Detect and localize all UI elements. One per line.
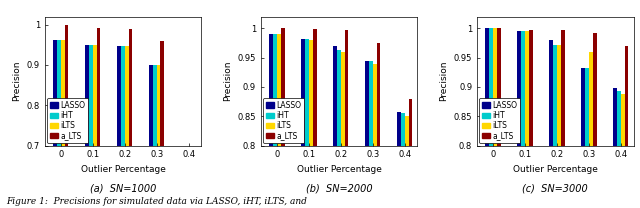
Bar (333, 46, 337, 208)
Bar (585, 68, 589, 208)
Legend: LASSO, iHT, iLTS, a_LTS: LASSO, iHT, iLTS, a_LTS (47, 98, 88, 143)
Bar (404, 116, 408, 208)
Bar (149, 65, 153, 208)
Bar (193, 156, 196, 208)
Bar (553, 45, 557, 208)
Bar (309, 40, 313, 208)
Bar (301, 39, 305, 208)
Bar (493, 28, 497, 208)
Bar (185, 189, 189, 208)
Bar (397, 112, 401, 208)
Bar (153, 65, 157, 208)
Bar (65, 25, 68, 208)
Bar (593, 33, 596, 208)
Bar (401, 113, 404, 208)
Title: (c)  SN=3000: (c) SN=3000 (522, 183, 588, 193)
Bar (85, 45, 89, 208)
Bar (157, 65, 161, 208)
Bar (269, 34, 273, 208)
Bar (57, 40, 61, 208)
Legend: LASSO, iHT, iLTS, a_LTS: LASSO, iHT, iLTS, a_LTS (479, 98, 520, 143)
Bar (340, 52, 344, 208)
Bar (549, 40, 553, 208)
Bar (581, 68, 585, 208)
X-axis label: Outlier Percentage: Outlier Percentage (297, 165, 381, 174)
Bar (281, 28, 285, 208)
Bar (277, 34, 281, 208)
Bar (344, 30, 348, 208)
Y-axis label: Precision: Precision (12, 61, 21, 101)
Bar (497, 28, 500, 208)
Bar (121, 46, 125, 208)
Bar (521, 31, 525, 208)
Bar (529, 30, 532, 208)
Bar (89, 45, 93, 208)
Text: Figure 1:  Precisions for simulated data via LASSO, iHT, iLTS, and: Figure 1: Precisions for simulated data … (6, 197, 307, 206)
Bar (369, 61, 372, 208)
Bar (613, 88, 617, 208)
Bar (372, 63, 376, 208)
Title: (b)  SN=2000: (b) SN=2000 (306, 183, 372, 193)
Bar (489, 28, 493, 208)
Bar (617, 91, 621, 208)
Title: (a)  SN=1000: (a) SN=1000 (90, 183, 156, 193)
Bar (621, 94, 625, 208)
Bar (161, 41, 164, 208)
X-axis label: Outlier Percentage: Outlier Percentage (513, 165, 598, 174)
Bar (625, 46, 628, 208)
Bar (125, 46, 129, 208)
Bar (561, 30, 564, 208)
Bar (273, 34, 277, 208)
X-axis label: Outlier Percentage: Outlier Percentage (81, 165, 166, 174)
Y-axis label: Precision: Precision (223, 61, 232, 101)
Bar (337, 50, 340, 208)
Bar (485, 28, 489, 208)
Bar (517, 31, 521, 208)
Bar (313, 29, 317, 208)
Legend: LASSO, iHT, iLTS, a_LTS: LASSO, iHT, iLTS, a_LTS (263, 98, 304, 143)
Bar (408, 99, 412, 208)
Bar (53, 40, 57, 208)
Bar (181, 187, 185, 208)
Bar (61, 40, 65, 208)
Bar (93, 45, 97, 208)
Y-axis label: Precision: Precision (439, 61, 448, 101)
Bar (117, 46, 121, 208)
Bar (129, 29, 132, 208)
Bar (376, 43, 380, 208)
Bar (305, 39, 309, 208)
Bar (365, 61, 369, 208)
Bar (589, 52, 593, 208)
Bar (97, 28, 100, 208)
Bar (557, 45, 561, 208)
Bar (525, 31, 529, 208)
Bar (189, 189, 193, 208)
